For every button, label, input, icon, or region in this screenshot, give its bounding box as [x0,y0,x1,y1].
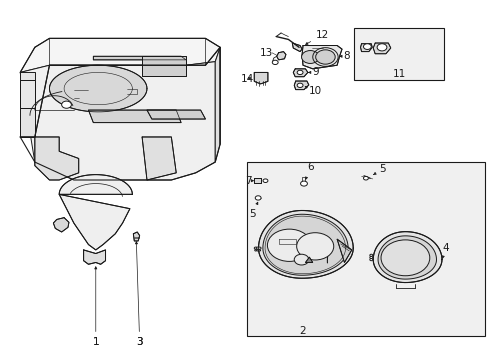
Polygon shape [83,250,105,264]
Text: 5: 5 [248,202,257,219]
Text: 9: 9 [308,67,318,77]
Circle shape [300,181,307,186]
Polygon shape [20,80,35,108]
Circle shape [61,101,71,108]
Text: 5: 5 [373,164,385,175]
Polygon shape [377,236,436,279]
Polygon shape [35,137,79,180]
Circle shape [376,44,386,51]
Polygon shape [336,239,351,262]
Polygon shape [292,43,302,51]
Circle shape [369,256,372,258]
Polygon shape [254,178,261,183]
Circle shape [297,70,303,75]
Circle shape [258,247,261,249]
Text: 1: 1 [92,337,99,347]
Circle shape [294,254,308,265]
Circle shape [301,50,319,63]
Polygon shape [49,65,147,112]
Bar [353,28,444,80]
Circle shape [263,179,267,183]
Text: 2: 2 [299,326,305,336]
Text: 6: 6 [305,162,313,179]
Circle shape [255,196,261,200]
Polygon shape [372,231,441,283]
Circle shape [363,44,370,49]
Polygon shape [263,214,347,275]
Text: 10: 10 [305,86,321,96]
Polygon shape [294,81,308,90]
Polygon shape [258,211,352,278]
Circle shape [297,83,303,87]
Text: 7: 7 [245,176,253,186]
Text: 12: 12 [305,30,328,45]
Polygon shape [20,72,35,137]
Circle shape [256,249,258,251]
Polygon shape [142,137,176,180]
Polygon shape [59,175,132,250]
Polygon shape [276,51,285,60]
Polygon shape [147,110,205,119]
Polygon shape [302,45,341,69]
Text: 13: 13 [259,48,272,58]
Circle shape [256,247,259,249]
Polygon shape [93,56,185,60]
Polygon shape [53,218,69,232]
Text: 3: 3 [136,337,142,347]
Polygon shape [20,39,220,72]
Text: 14: 14 [240,74,253,84]
Polygon shape [133,232,140,241]
Text: 4: 4 [441,243,448,258]
Polygon shape [142,56,185,76]
Circle shape [380,240,429,276]
Circle shape [258,249,260,251]
Polygon shape [293,69,307,77]
Polygon shape [360,44,371,51]
Polygon shape [372,43,390,54]
Circle shape [254,249,256,251]
Circle shape [363,176,367,180]
Circle shape [267,229,311,261]
Circle shape [272,60,278,64]
Polygon shape [88,110,181,123]
Text: 8: 8 [339,51,349,61]
Text: 1: 1 [92,267,99,347]
Polygon shape [305,257,312,262]
Polygon shape [20,62,215,180]
Bar [246,162,484,336]
Text: 3: 3 [135,242,142,347]
Circle shape [369,258,372,261]
Polygon shape [254,72,267,84]
Polygon shape [215,47,220,162]
Text: 11: 11 [392,69,405,79]
Circle shape [369,254,372,256]
Circle shape [296,233,333,260]
Circle shape [315,50,334,64]
Circle shape [254,247,257,249]
